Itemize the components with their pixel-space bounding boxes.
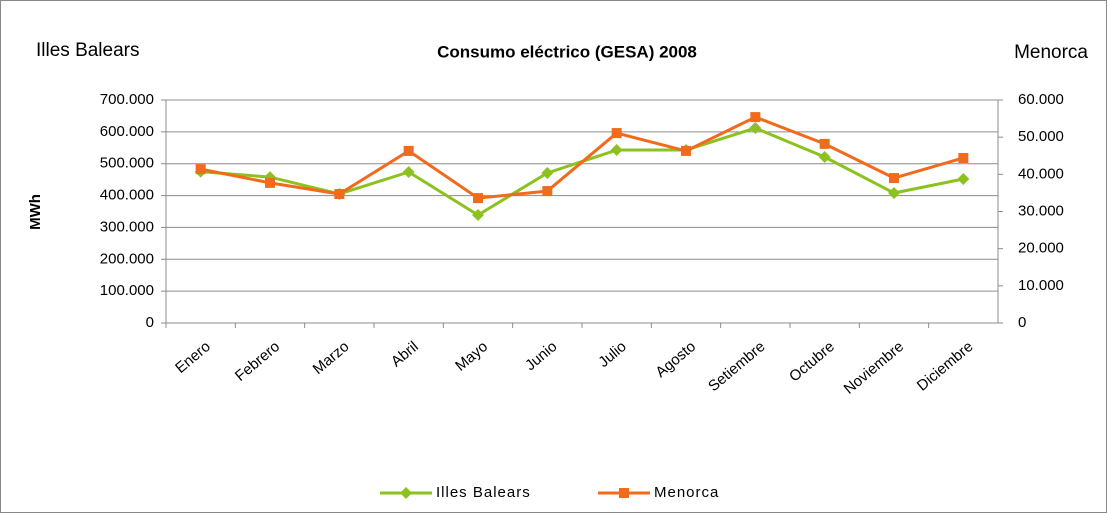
- y-tick-label: 500.000: [100, 155, 154, 172]
- chart-title: Consumo eléctrico (GESA) 2008: [437, 42, 697, 61]
- y-tick-label: 300.000: [100, 218, 154, 235]
- marker: [889, 173, 899, 184]
- marker: [610, 144, 623, 157]
- y2-tick-label: 50.000: [1018, 128, 1064, 145]
- y-tick-label: 600.000: [100, 123, 154, 140]
- marker: [957, 173, 970, 186]
- marker: [195, 164, 206, 175]
- marker: [473, 193, 483, 204]
- marker: [402, 165, 415, 178]
- left-axis-title: Illes Balears: [36, 40, 140, 61]
- marker: [611, 128, 622, 139]
- marker: [750, 112, 761, 123]
- marker: [888, 187, 900, 200]
- marker: [749, 122, 762, 135]
- series-line: [200, 115, 964, 200]
- y2-tick-label: 20.000: [1018, 240, 1064, 257]
- marker: [403, 145, 414, 156]
- legend-label: Menorca: [654, 484, 719, 501]
- marker: [818, 151, 831, 164]
- marker: [334, 189, 345, 200]
- y-tick-label: 200.000: [100, 250, 154, 267]
- marker: [681, 145, 691, 156]
- y2-tick-label: 10.000: [1018, 277, 1064, 294]
- marker: [472, 209, 484, 222]
- y-tick-label: 0: [146, 314, 154, 331]
- y-axis-label: MWh: [27, 194, 44, 230]
- y2-tick-label: 40.000: [1018, 165, 1064, 182]
- marker: [400, 487, 412, 499]
- y-tick-label: 700.000: [100, 91, 154, 108]
- y2-tick-label: 30.000: [1018, 202, 1064, 219]
- marker: [541, 166, 554, 179]
- legend-label: Illes Balears: [436, 484, 531, 501]
- marker: [265, 177, 275, 188]
- y-tick-label: 400.000: [100, 187, 154, 204]
- marker: [819, 138, 830, 149]
- y-tick-label: 100.000: [100, 282, 154, 299]
- marker: [619, 488, 629, 498]
- marker: [958, 152, 969, 163]
- right-axis-title: Menorca: [1014, 42, 1088, 63]
- y2-tick-label: 60.000: [1018, 91, 1064, 108]
- y2-tick-label: 0: [1018, 314, 1026, 331]
- marker: [542, 186, 553, 197]
